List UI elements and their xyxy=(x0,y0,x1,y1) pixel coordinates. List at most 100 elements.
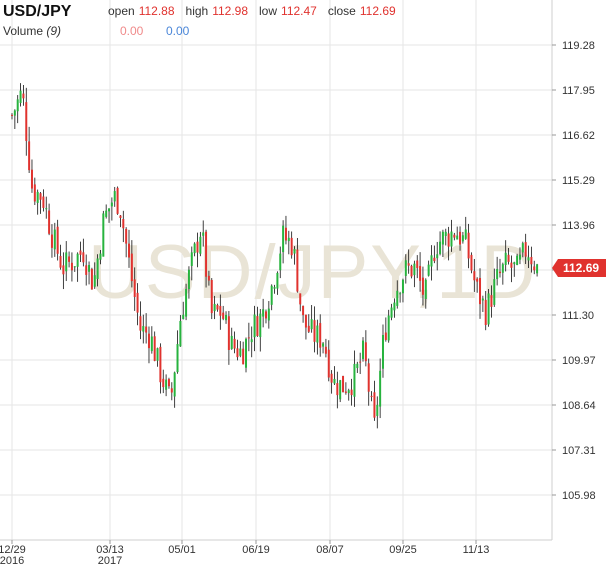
candle-down xyxy=(490,295,493,307)
candle-down xyxy=(359,361,362,363)
y-tick-label: 108.64 xyxy=(562,400,596,412)
volume-value-1: 0.00 xyxy=(120,24,144,38)
candle-down xyxy=(50,234,53,248)
open-value: 112.88 xyxy=(138,4,175,18)
candle-down xyxy=(153,336,156,361)
candle-up xyxy=(282,225,285,253)
candle-up xyxy=(316,325,319,343)
candle-down xyxy=(367,363,370,392)
candle-down xyxy=(139,316,142,331)
candle-up xyxy=(493,279,496,305)
candle-up xyxy=(481,298,484,301)
candle-up xyxy=(93,275,96,287)
candle-up xyxy=(65,252,68,272)
candle-up xyxy=(105,210,108,217)
candle-down xyxy=(421,277,424,295)
candle-up xyxy=(287,237,290,242)
open-label: open xyxy=(108,4,135,18)
candle-down xyxy=(344,391,347,393)
y-tick-label: 116.62 xyxy=(562,130,595,142)
y-tick-label: 107.31 xyxy=(562,445,596,457)
x-tick-label: 06/19 xyxy=(242,544,270,556)
candle-down xyxy=(467,232,470,259)
candle-down xyxy=(302,305,305,316)
candle-down xyxy=(56,226,59,254)
candle-up xyxy=(521,243,524,253)
candle-up xyxy=(310,319,313,330)
candle-down xyxy=(227,316,230,350)
x-tick-label: 08/07 xyxy=(316,544,344,556)
candle-down xyxy=(145,326,148,333)
high-value: 112.98 xyxy=(212,4,249,18)
candle-up xyxy=(333,378,336,384)
high-label: high xyxy=(185,4,209,18)
candle-up xyxy=(456,235,459,240)
candle-up xyxy=(176,344,179,373)
candle-up xyxy=(36,191,39,203)
candle-down xyxy=(159,346,162,383)
candle-down xyxy=(82,252,85,263)
candle-up xyxy=(259,313,262,338)
symbol-title[interactable]: USD/JPY xyxy=(3,3,72,20)
candle-down xyxy=(136,292,139,313)
candle-up xyxy=(245,338,248,368)
candle-down xyxy=(373,392,376,418)
candle-up xyxy=(173,372,176,397)
candle-down xyxy=(62,265,65,275)
candle-up xyxy=(150,336,153,352)
candle-down xyxy=(205,231,208,277)
volume-value-2: 0.00 xyxy=(166,24,190,38)
candle-down xyxy=(85,265,88,275)
candle-up xyxy=(99,253,102,260)
candle-down xyxy=(207,275,210,281)
candle-up xyxy=(504,252,507,265)
candle-down xyxy=(510,262,513,268)
x-axis-ticks: 12/29 03/13 05/01 06/19 08/07 09/25 11/13 2016 2… xyxy=(0,540,489,567)
candle-up xyxy=(202,232,205,236)
candle-up xyxy=(102,213,105,257)
candle-down xyxy=(162,378,165,388)
candle-down xyxy=(304,314,307,328)
candle-up xyxy=(187,269,190,290)
candle-down xyxy=(307,325,310,332)
candle-up xyxy=(496,269,499,280)
candle-down xyxy=(147,333,150,349)
candle-down xyxy=(264,311,267,319)
x-tick-label: 12/29 xyxy=(0,544,26,556)
candle-down xyxy=(299,293,302,305)
candle-down xyxy=(167,379,170,387)
candle-up xyxy=(444,231,447,236)
candle-up xyxy=(193,243,196,254)
x-tick-label: 11/13 xyxy=(463,544,490,556)
last-price-label: 112.69 xyxy=(563,261,599,275)
candle-up xyxy=(142,326,145,332)
candle-up xyxy=(185,288,188,317)
candle-up xyxy=(53,229,56,250)
volume-indicator[interactable]: Volume (9) 0.00 0.00 xyxy=(3,24,189,38)
close-label: close xyxy=(327,4,356,18)
candle-down xyxy=(30,169,33,189)
candle-up xyxy=(399,293,402,295)
candle-up xyxy=(19,90,22,103)
candle-up xyxy=(156,348,159,361)
candle-down xyxy=(447,233,450,247)
y-tick-label: 113.96 xyxy=(562,220,595,232)
candle-up xyxy=(45,208,48,210)
y-tick-label: 105.98 xyxy=(562,490,596,502)
candle-up xyxy=(396,290,399,306)
candle-down xyxy=(116,187,119,214)
candle-up xyxy=(487,293,490,325)
candle-down xyxy=(11,114,13,116)
last-price-marker xyxy=(552,258,606,277)
close-value: 112.69 xyxy=(359,4,396,18)
candle-up xyxy=(190,252,193,266)
candle-up xyxy=(513,262,516,265)
candle-down xyxy=(125,228,128,244)
candle-up xyxy=(110,202,113,207)
candle-up xyxy=(413,263,416,276)
candle-down xyxy=(210,279,213,314)
y-axis-ticks: 119.28117.95116.62115.29113.96112.63111.… xyxy=(552,40,596,502)
candle-up xyxy=(387,315,390,341)
candle-up xyxy=(501,264,504,273)
